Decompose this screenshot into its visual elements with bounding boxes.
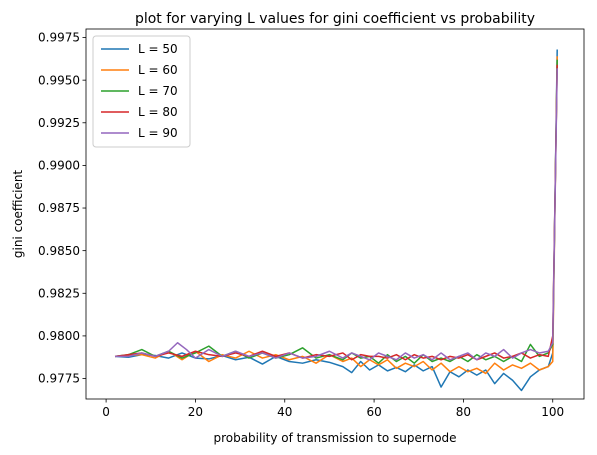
x-tick-label: 100 (541, 405, 564, 419)
legend-label: L = 60 (138, 63, 178, 77)
x-tick-label: 0 (102, 405, 110, 419)
x-axis-label: probability of transmission to supernode (213, 431, 456, 445)
series-line-4 (114, 64, 558, 361)
x-tick-label: 40 (277, 405, 292, 419)
series-line-5 (115, 68, 558, 361)
y-tick-label: 0.9900 (38, 159, 80, 173)
y-tick-label: 0.9950 (38, 73, 80, 87)
y-tick-label: 0.9925 (38, 116, 80, 130)
y-tick-label: 0.9800 (38, 329, 80, 343)
y-tick-label: 0.9775 (38, 372, 80, 386)
legend-label: L = 70 (138, 84, 178, 98)
y-tick-label: 0.9825 (38, 286, 80, 300)
x-tick-label: 20 (188, 405, 203, 419)
legend-label: L = 90 (138, 126, 178, 140)
y-tick-label: 0.9875 (38, 201, 80, 215)
y-axis: 0.9775 0.9800 0.9825 0.9850 0.9875 0.9900 0.99… (38, 31, 86, 386)
plot-area (85, 28, 585, 400)
legend-box (92, 35, 191, 148)
legend-label: L = 50 (138, 42, 178, 56)
y-tick-label: 0.9975 (38, 31, 80, 45)
series-lines (114, 49, 558, 392)
x-tick-label: 60 (366, 405, 381, 419)
y-tick-label: 0.9850 (38, 244, 80, 258)
y-axis-label: gini coefficient (11, 170, 25, 259)
series-line-2 (114, 56, 558, 375)
x-tick-label: 80 (456, 405, 471, 419)
legend: L = 50 L = 60 L = 70 L = 80 L = 90 (92, 35, 191, 148)
series-line-3 (114, 59, 558, 364)
chart-title: plot for varying L values for gini coeff… (135, 11, 535, 27)
legend-label: L = 80 (138, 105, 178, 119)
x-axis: 0 20 40 60 80 100 (102, 399, 564, 419)
